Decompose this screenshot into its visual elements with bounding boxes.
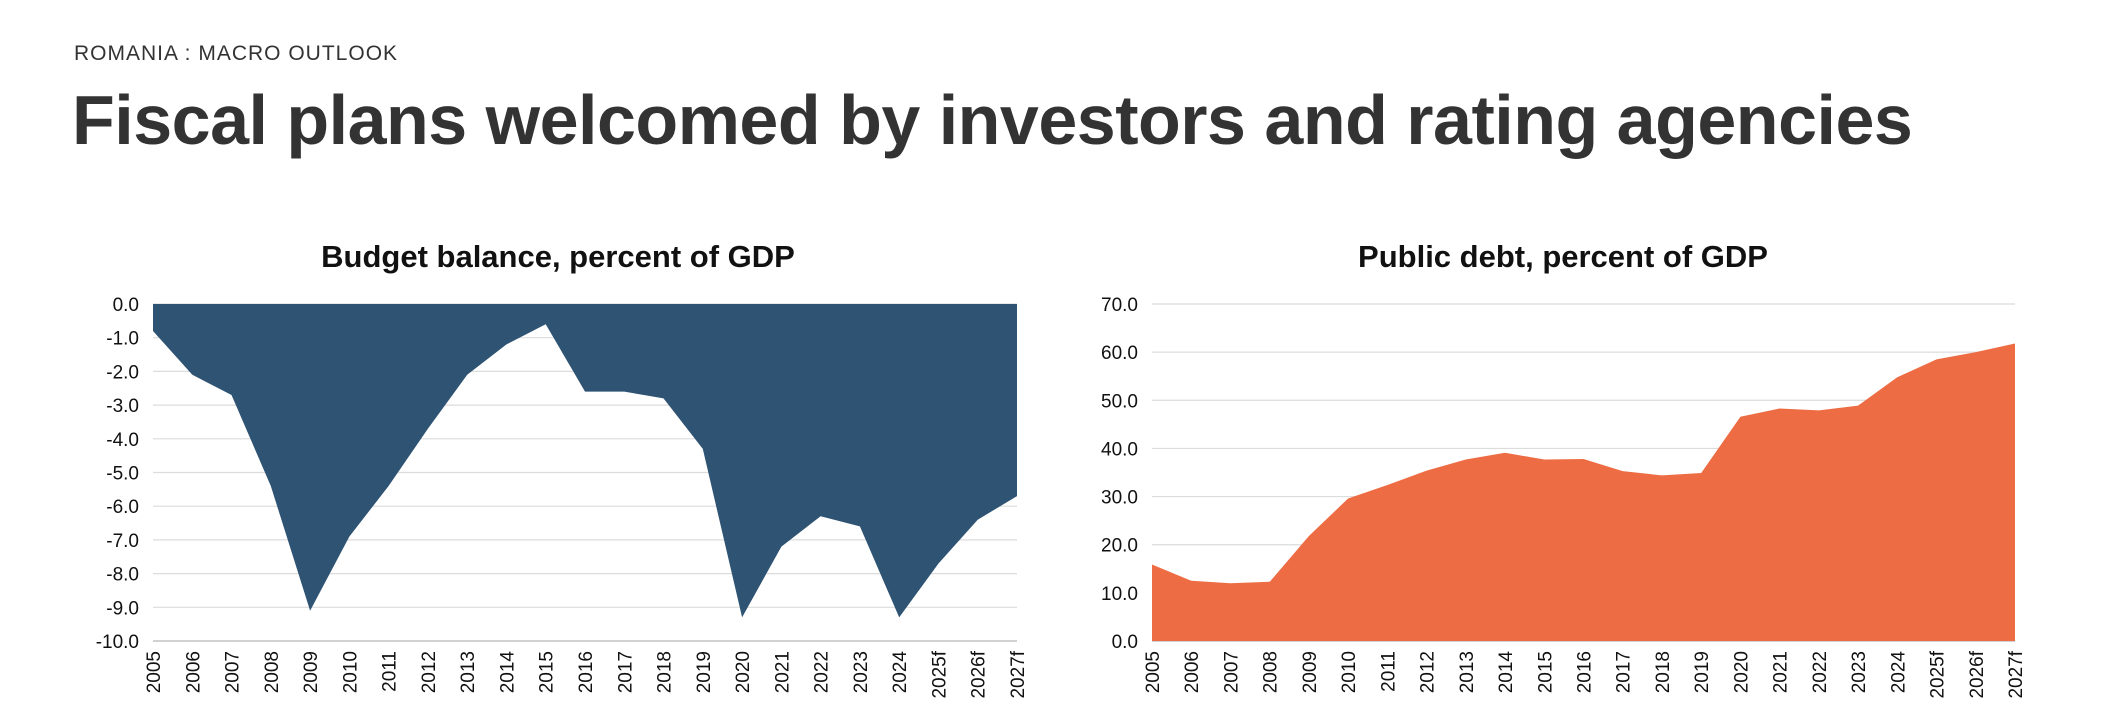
x-tick-label: 2011: [1378, 651, 1399, 692]
x-tick-label: 2021: [1771, 651, 1792, 693]
series-area: [1152, 343, 2015, 641]
y-tick-label: 60.0: [1101, 343, 1138, 364]
x-tick-label: 2006: [1182, 651, 1203, 693]
x-tick-label: 2020: [733, 651, 754, 693]
x-tick-label: 2022: [812, 651, 833, 693]
x-tick-label: 2025f: [929, 650, 950, 698]
x-tick-label: 2017: [1614, 651, 1635, 693]
x-tick-label: 2013: [1457, 651, 1478, 693]
x-tick-label: 2010: [340, 651, 361, 693]
x-tick-label: 2006: [183, 651, 204, 693]
x-tick-label: 2014: [497, 651, 518, 694]
y-tick-label: 50.0: [1101, 391, 1138, 412]
y-axis: 0.0 -1.0 -2.0 -3.0 -4.0 -5.0 -6.0 -7.0 -8.0 -9.0 -…: [96, 295, 139, 653]
plot-area: [153, 304, 1017, 618]
x-tick-label: 2022: [1810, 651, 1831, 693]
x-tick-label: 2020: [1731, 651, 1752, 693]
x-tick-label: 2018: [655, 651, 676, 693]
y-tick-label: 0.0: [113, 295, 139, 316]
public-debt-chart: Public debt, percent of GDP 70.0 60.0 50.0…: [1101, 239, 2027, 699]
x-tick-label: 2005: [144, 651, 165, 693]
x-tick-label: 2021: [772, 651, 793, 693]
section-eyebrow: ROMANIA : MACRO OUTLOOK: [74, 42, 399, 65]
y-axis: 70.0 60.0 50.0 40.0 30.0 20.0 10.0 0.0: [1101, 295, 1138, 653]
x-tick-label: 2023: [1849, 651, 1870, 693]
y-tick-label: -1.0: [106, 329, 139, 350]
x-tick-label: 2016: [576, 651, 597, 693]
x-tick-label: 2024: [1888, 651, 1909, 694]
budget-balance-chart: Budget balance, percent of GDP 0.0 -1.0 -2…: [96, 239, 1029, 699]
x-tick-label: 2026f: [969, 650, 990, 698]
x-axis: 2005 2006 2007 2008 2009 2010 2011 2012 2013 2014…: [144, 650, 1029, 698]
x-tick-label: 2012: [1418, 651, 1439, 693]
plot-area: [1152, 343, 2015, 641]
y-tick-label: 10.0: [1101, 584, 1138, 605]
x-tick-label: 2019: [694, 651, 715, 693]
x-tick-label: 2008: [1261, 651, 1282, 693]
y-tick-label: -5.0: [106, 464, 139, 485]
x-tick-label: 2014: [1496, 651, 1517, 694]
x-tick-label: 2023: [851, 651, 872, 693]
page-headline: Fiscal plans welcomed by investors and r…: [72, 81, 1913, 159]
y-tick-label: -6.0: [106, 497, 139, 518]
y-tick-label: -7.0: [106, 531, 139, 552]
x-tick-label: 2016: [1575, 651, 1596, 693]
y-tick-label: 0.0: [1112, 632, 1138, 653]
series-area: [153, 304, 1017, 618]
x-tick-label: 2027f: [2006, 650, 2027, 698]
y-tick-label: 40.0: [1101, 439, 1138, 460]
x-tick-label: 2013: [458, 651, 479, 693]
x-tick-label: 2011: [380, 651, 401, 692]
y-tick-label: -10.0: [96, 632, 139, 653]
x-tick-label: 2024: [890, 651, 911, 694]
x-tick-label: 2008: [262, 651, 283, 693]
y-tick-label: 70.0: [1101, 295, 1138, 316]
x-axis: 2005 2006 2007 2008 2009 2010 2011 2012 2013 2014…: [1143, 650, 2027, 698]
x-tick-label: 2025f: [1928, 650, 1949, 698]
y-tick-label: 30.0: [1101, 488, 1138, 509]
x-tick-label: 2005: [1143, 651, 1164, 693]
chart-title: Public debt, percent of GDP: [1358, 239, 1768, 274]
x-tick-label: 2007: [223, 651, 244, 693]
chart-title: Budget balance, percent of GDP: [321, 239, 795, 274]
x-tick-label: 2007: [1221, 651, 1242, 693]
x-tick-label: 2009: [301, 651, 322, 693]
x-tick-label: 2015: [1535, 651, 1556, 693]
y-tick-label: -3.0: [106, 396, 139, 417]
x-tick-label: 2017: [615, 651, 636, 693]
x-tick-label: 2010: [1339, 651, 1360, 693]
x-tick-label: 2018: [1653, 651, 1674, 693]
x-tick-label: 2015: [537, 651, 558, 693]
y-tick-label: -9.0: [106, 598, 139, 619]
x-tick-label: 2027f: [1008, 650, 1029, 698]
x-tick-label: 2009: [1300, 651, 1321, 693]
x-tick-label: 2012: [419, 651, 440, 693]
y-tick-label: -2.0: [106, 362, 139, 383]
y-tick-label: -8.0: [106, 565, 139, 586]
x-tick-label: 2026f: [1967, 650, 1988, 698]
y-tick-label: 20.0: [1101, 536, 1138, 557]
y-tick-label: -4.0: [106, 430, 139, 451]
x-tick-label: 2019: [1692, 651, 1713, 693]
